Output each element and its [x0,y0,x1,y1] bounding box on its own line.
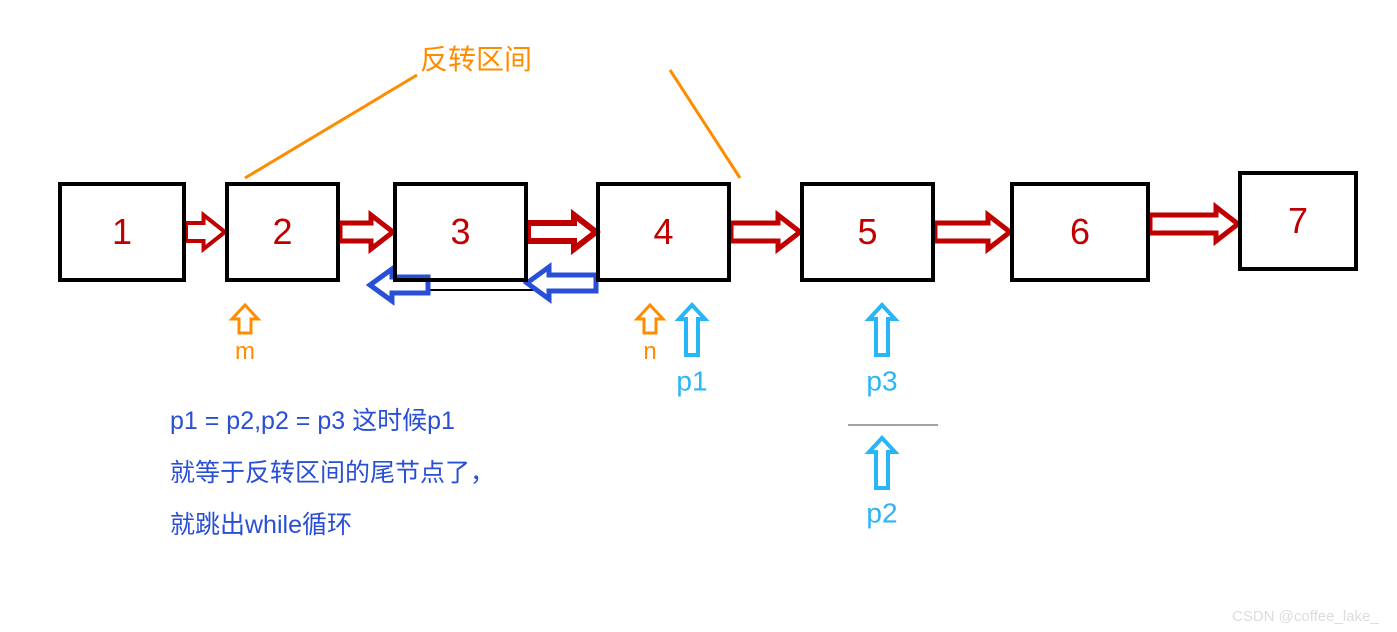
watermark-text: CSDN @coffee_lake_ [1232,608,1379,625]
list-node: 2 [225,182,340,282]
list-node: 6 [1010,182,1150,282]
list-node: 4 [596,182,731,282]
list-node: 3 [393,182,528,282]
svg-text:p2: p2 [866,497,897,528]
explanation-line: p1 = p2,p2 = p3 这时候p1 [170,395,495,447]
svg-text:m: m [235,338,255,365]
explanation-line: 就等于反转区间的尾节点了， [170,447,495,499]
list-node: 1 [58,182,186,282]
svg-text:p1: p1 [676,365,707,396]
title-label: 反转区间 [420,38,532,78]
list-node: 7 [1238,171,1358,271]
svg-text:p3: p3 [866,365,897,396]
explanation-text: p1 = p2,p2 = p3 这时候p1就等于反转区间的尾节点了，就跳出whi… [170,395,495,551]
svg-text:n: n [643,338,656,365]
list-node: 5 [800,182,935,282]
explanation-line: 就跳出while循环 [170,499,495,551]
